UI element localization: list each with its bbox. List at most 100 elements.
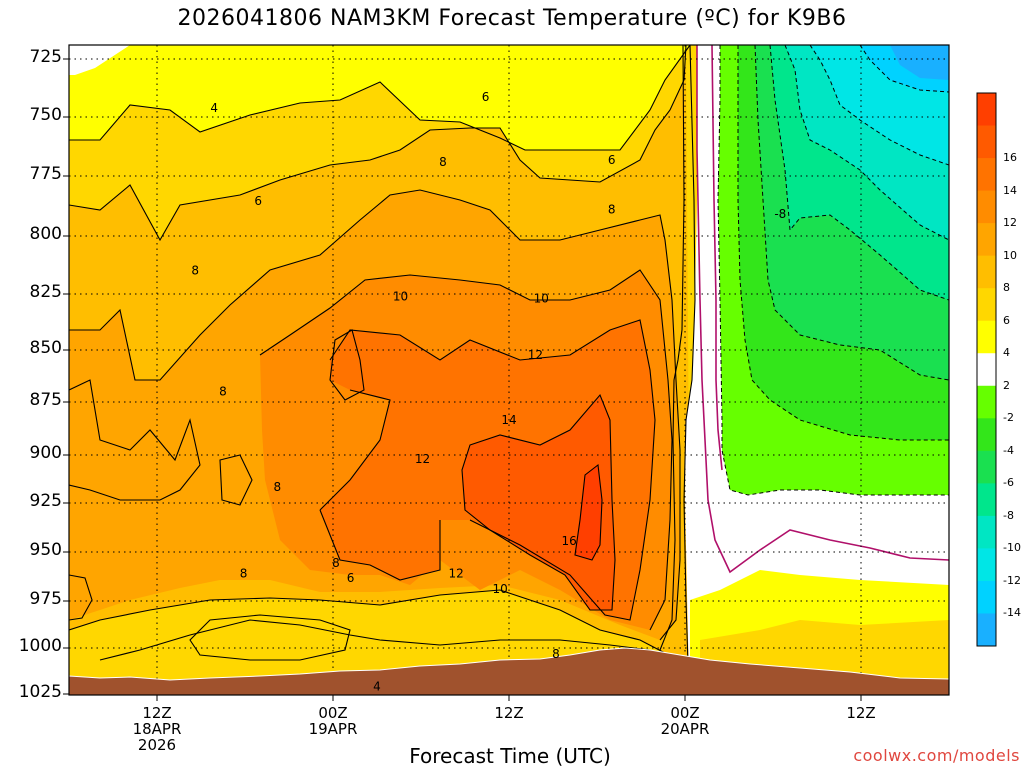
colorbar-bin <box>977 320 996 354</box>
contour-line <box>754 45 949 381</box>
y-tick-label: 725 <box>29 47 62 67</box>
x-tick-line: 12Z <box>142 704 172 722</box>
contour-line <box>99 619 651 661</box>
contour-label: 8 <box>332 556 340 570</box>
colorbar-label: -10 <box>1003 541 1021 555</box>
terrain <box>69 647 949 695</box>
x-tick-label: 12Z <box>811 705 911 721</box>
colorbar-bin <box>977 613 996 647</box>
contour-label: 6 <box>608 153 616 167</box>
x-tick-line: 19APR <box>308 720 358 738</box>
contour-line <box>859 45 949 93</box>
y-tick-label: 800 <box>29 224 62 244</box>
contour-lines-cold <box>717 45 949 496</box>
x-tick-label: 00Z 19APR <box>283 705 383 737</box>
contour-line <box>69 574 93 621</box>
y-tick-label: 875 <box>29 390 62 410</box>
contour-label: 6 <box>254 194 262 208</box>
colorbar-bin <box>977 353 996 387</box>
colorbar-bin <box>977 158 996 192</box>
colorbar-bin <box>977 223 996 257</box>
colorbar-label: -4 <box>1003 443 1014 457</box>
contour-line <box>329 329 365 401</box>
field-14-16 <box>462 395 615 610</box>
colorbar-bin <box>977 515 996 549</box>
contour-line <box>219 454 253 506</box>
freezing-line-upper <box>696 45 949 574</box>
colorbar-bin <box>977 450 996 484</box>
contour-line <box>69 45 687 242</box>
contour-line <box>769 45 949 301</box>
colorbar-label: 2 <box>1003 378 1010 392</box>
colorbar-label: 6 <box>1003 313 1010 327</box>
contour-line <box>69 45 691 151</box>
contour-line <box>69 379 201 501</box>
contour-label: 4 <box>373 679 381 693</box>
colorbar-label: 16 <box>1003 151 1017 165</box>
contour-line <box>683 45 696 666</box>
colorbar-label: 12 <box>1003 216 1017 230</box>
colorbar-bin <box>977 385 996 419</box>
colorbar-bin <box>977 125 996 159</box>
contour-label: 16 <box>561 534 576 548</box>
contour-line <box>574 463 603 561</box>
x-tick-line: 12Z <box>494 704 524 722</box>
credit-link[interactable]: coolwx.com/models <box>853 746 1020 765</box>
y-tick-label: 750 <box>29 105 62 125</box>
field-16-plus <box>575 465 602 560</box>
colorbar-bin <box>977 548 996 582</box>
y-tick-label: 925 <box>29 491 62 511</box>
contour-line <box>319 389 391 511</box>
colorbar-bin <box>977 190 996 224</box>
colorbar-label: 4 <box>1003 346 1010 360</box>
contour-label: -8 <box>774 207 786 221</box>
colorbar-label: -6 <box>1003 476 1014 490</box>
x-tick-label: 12Z <box>459 705 559 721</box>
y-tick-label: 1000 <box>18 636 62 656</box>
colorbar-label: -14 <box>1003 606 1021 620</box>
colorbar-label: 10 <box>1003 248 1017 262</box>
contour-line <box>259 269 673 631</box>
x-tick-line: 12Z <box>846 704 876 722</box>
y-tick-label: 825 <box>29 282 62 302</box>
axis-ticks <box>63 58 862 701</box>
y-tick-label: 850 <box>29 338 62 358</box>
contour-label: 10 <box>393 289 408 303</box>
temperature-fields <box>69 45 949 695</box>
x-tick-line: 00Z <box>670 704 700 722</box>
colorbar-bin <box>977 580 996 614</box>
contour-line <box>784 45 949 241</box>
contour-label: 14 <box>501 413 516 427</box>
contour-line <box>189 614 351 661</box>
contour-label: 12 <box>528 348 543 362</box>
contour-label: 8 <box>552 647 560 661</box>
colorbar <box>977 93 996 647</box>
contour-label: 12 <box>415 452 430 466</box>
contour-label: 6 <box>347 571 355 585</box>
freezing-line-lower <box>711 45 723 471</box>
contour-label: 10 <box>534 292 549 306</box>
field-white-top-left <box>69 45 130 75</box>
y-tick-label: 900 <box>29 443 62 463</box>
colorbar-bin <box>977 255 996 289</box>
contour-label: 12 <box>449 567 464 581</box>
y-tick-label: 950 <box>29 540 62 560</box>
contour-lines-warm <box>69 45 696 666</box>
x-tick-label: 12Z 18APR 2026 <box>107 705 207 753</box>
x-tick-line: 20APR <box>660 720 710 738</box>
contour-label: 8 <box>219 385 227 399</box>
contour-label: 8 <box>439 155 447 169</box>
chart-title: 2026041806 NAM3KM Forecast Temperature (… <box>177 6 847 31</box>
contour-label: 10 <box>493 582 508 596</box>
colorbar-bin <box>977 288 996 322</box>
colorbar-bin <box>977 483 996 517</box>
y-tick-label: 775 <box>29 164 62 184</box>
contour-line <box>809 45 949 166</box>
colorbar-bin <box>977 418 996 452</box>
contour-line <box>69 189 681 641</box>
x-tick-line: 00Z <box>318 704 348 722</box>
contour-line <box>319 509 441 581</box>
contour-label: 6 <box>482 90 490 104</box>
